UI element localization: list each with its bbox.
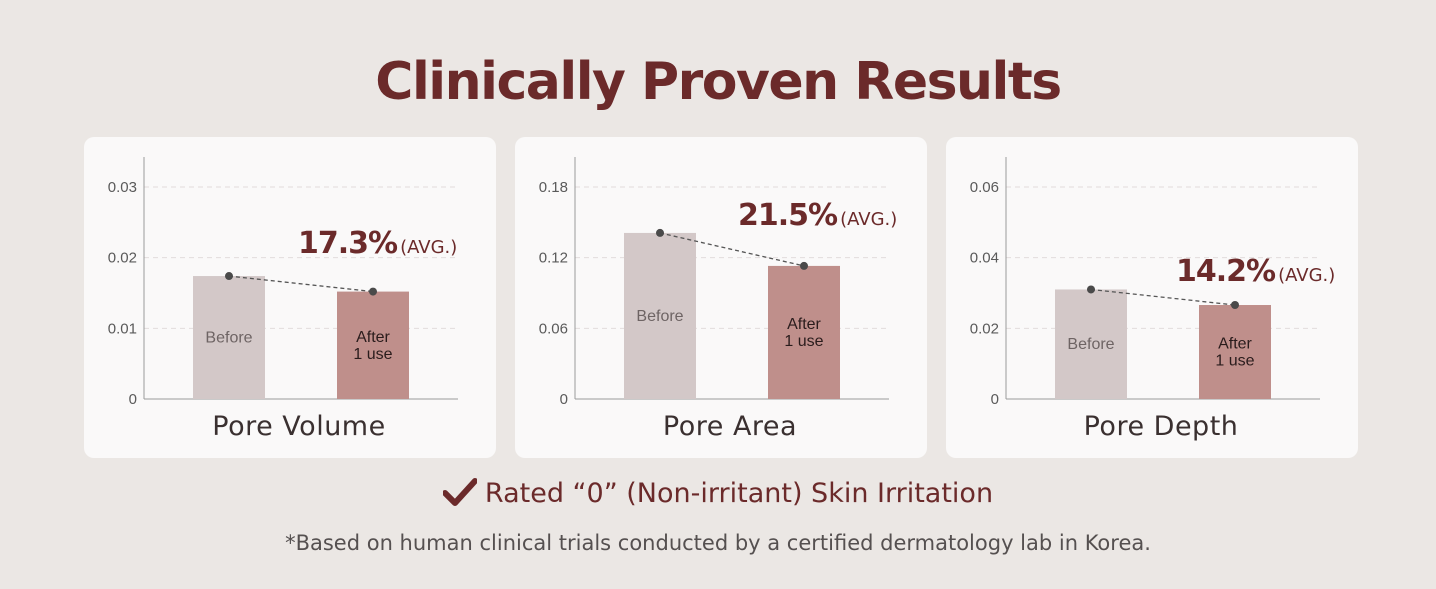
trend-line bbox=[659, 232, 805, 267]
footnote: *Based on human clinical trials conducte… bbox=[285, 531, 1151, 555]
y-tick-label: 0.06 bbox=[539, 320, 568, 337]
bar-label-after: After bbox=[356, 329, 390, 346]
point-after bbox=[369, 287, 377, 296]
chart-card-pore-area: 0 0.06 0.12 0.18 Before After 1 use 21.5% (AVG.)… bbox=[515, 137, 927, 458]
y-tick-label: 0.02 bbox=[970, 320, 999, 337]
point-before bbox=[225, 272, 233, 281]
bar-label-before: Before bbox=[636, 308, 683, 325]
reduction-annotation: 17.3% (AVG.) bbox=[298, 226, 457, 261]
chart-title: Pore Area bbox=[663, 411, 797, 442]
y-tick-label: 0.03 bbox=[108, 179, 137, 196]
y-tick-label: 0.02 bbox=[108, 250, 137, 267]
check-icon bbox=[441, 478, 478, 506]
y-tick-label: 0.01 bbox=[108, 320, 137, 337]
chart-title: Pore Volume bbox=[212, 411, 385, 442]
reduction-suffix: (AVG.) bbox=[840, 209, 897, 230]
bar-before bbox=[193, 276, 265, 399]
point-before bbox=[656, 228, 664, 237]
reduction-suffix: (AVG.) bbox=[1278, 265, 1335, 286]
y-tick-label: 0.04 bbox=[970, 250, 999, 267]
trend-line bbox=[228, 275, 374, 293]
bar-before bbox=[624, 232, 696, 399]
bar-after bbox=[768, 265, 840, 399]
bar-label-after: After bbox=[1218, 336, 1252, 353]
chart-card-pore-depth: 0 0.02 0.04 0.06 Before After 1 use 14.2% (AVG.)… bbox=[946, 137, 1358, 458]
page-title: Clinically Proven Results bbox=[375, 52, 1062, 112]
y-tick-label: 0 bbox=[129, 391, 137, 408]
bar-after bbox=[337, 291, 409, 399]
y-tick-label: 0.18 bbox=[539, 179, 568, 196]
point-after bbox=[1231, 301, 1239, 310]
irritation-statement: Rated “0” (Non-irritant) Skin Irritation bbox=[0, 478, 1436, 509]
bar-after bbox=[1199, 305, 1271, 399]
bar-label-after: 1 use bbox=[353, 346, 392, 363]
bar-label-after: 1 use bbox=[784, 333, 823, 350]
reduction-annotation: 21.5% (AVG.) bbox=[738, 198, 897, 233]
irritation-text: Rated “0” (Non-irritant) Skin Irritation bbox=[484, 478, 994, 509]
reduction-suffix: (AVG.) bbox=[400, 237, 457, 258]
reduction-annotation: 14.2% (AVG.) bbox=[1176, 254, 1335, 289]
bar-label-before: Before bbox=[205, 330, 252, 347]
chart-title: Pore Depth bbox=[1084, 411, 1239, 442]
bar-label-after: 1 use bbox=[1215, 353, 1254, 370]
y-tick-label: 0.12 bbox=[539, 250, 568, 267]
point-after bbox=[800, 261, 808, 270]
reduction-value: 21.5% bbox=[738, 198, 838, 233]
reduction-value: 14.2% bbox=[1176, 254, 1276, 289]
bar-label-before: Before bbox=[1067, 336, 1114, 353]
point-before bbox=[1087, 285, 1095, 294]
y-tick-label: 0 bbox=[560, 391, 568, 408]
chart-card-pore-volume: 0 0.01 0.02 0.03 Before After 1 use 17.3% (AVG.)… bbox=[84, 137, 496, 458]
reduction-value: 17.3% bbox=[298, 226, 398, 261]
bar-before bbox=[1055, 289, 1127, 399]
bar-label-after: After bbox=[787, 316, 821, 333]
y-tick-label: 0.06 bbox=[970, 179, 999, 196]
trend-line bbox=[1090, 288, 1236, 306]
y-tick-label: 0 bbox=[991, 391, 999, 408]
